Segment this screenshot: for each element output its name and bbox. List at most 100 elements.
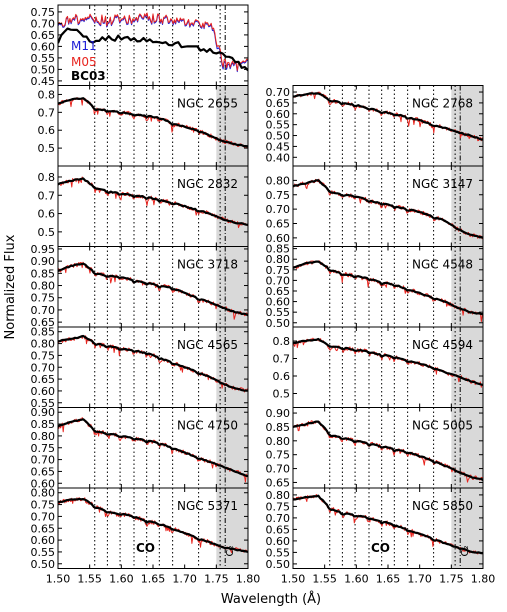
y-tick-label: 0.65 [31, 522, 56, 535]
y-tick-label: 0.85 [31, 418, 56, 431]
y-tick-label: 0.75 [31, 292, 56, 305]
y-tick-label: 0.90 [31, 255, 56, 268]
panel-plot-area [58, 246, 248, 327]
x-tick-label: 1.60 [344, 573, 369, 586]
y-tick-label: 0.45 [31, 75, 56, 88]
model-fit [58, 262, 248, 317]
y-tick-label: 0.5 [273, 388, 291, 401]
x-tick-label: 1.65 [376, 573, 401, 586]
x-tick-label: 1.65 [141, 573, 166, 586]
legend-m05: M05 [71, 55, 97, 69]
x-tick-label: 1.50 [46, 573, 71, 586]
galaxy-name: NGC 4594 [412, 338, 473, 352]
y-tick-label: 0.85 [266, 421, 291, 434]
panel-plot-area [58, 85, 248, 166]
model-fit [293, 337, 483, 387]
y-tick-label: 0.40 [266, 151, 291, 164]
x-tick-label: 1.50 [281, 573, 306, 586]
y-tick-label: 0.85 [266, 243, 291, 256]
galaxy-name: NGC 5005 [412, 419, 473, 433]
x-tick-label: 1.80 [236, 573, 261, 586]
y-tick-label: 0.90 [31, 406, 56, 419]
panel-ngc-3147: NGC 3147 0.80 0.750.70 0.650.60 [266, 165, 484, 247]
galaxy-name: NGC 2832 [177, 177, 238, 191]
y-tick-label: 0.60 [266, 296, 291, 309]
y-tick-label: 0.45 [266, 140, 291, 153]
model-fit [293, 260, 483, 316]
y-tick-label: 0.6 [273, 370, 291, 383]
y-tick-label: 0.60 [31, 534, 56, 547]
y-tick-label: 0.70 [266, 203, 291, 216]
y-tick-label: 0.75 [31, 6, 56, 19]
shaded-region [216, 85, 248, 166]
panel-plot-area [293, 166, 483, 247]
y-tick-label: 0.65 [266, 285, 291, 298]
y-tick-label: 0.90 [266, 407, 291, 420]
y-tick-label: 0.65 [31, 465, 56, 478]
y-tick-label: 0.55 [266, 306, 291, 319]
panel-plot-area [293, 407, 483, 488]
panel-plot-area [58, 407, 248, 488]
y-tick-label: 0.85 [31, 267, 56, 280]
y-tick-label: 0.70 [266, 463, 291, 476]
y-tick-label: 0.7 [38, 189, 56, 202]
x-tick-label: 1.55 [77, 573, 102, 586]
y-tick-label: 0.65 [266, 523, 291, 536]
y-tick-label: 0.55 [31, 52, 56, 65]
y-tick-label: 0.75 [31, 349, 56, 362]
y-tick-label: 0.80 [266, 174, 291, 187]
shaded-region [216, 488, 248, 569]
model-fit [58, 97, 248, 148]
y-tick-label: 0.65 [266, 218, 291, 231]
y-tick-label: 0.65 [31, 373, 56, 386]
y-tick-label: 0.80 [31, 430, 56, 443]
shaded-region [216, 327, 248, 408]
y-tick-label: 0.50 [266, 558, 291, 571]
model-fit [58, 497, 248, 554]
x-tick-label: 1.75 [204, 573, 229, 586]
y-tick-label: 0.70 [31, 304, 56, 317]
y-tick-label: 0.80 [266, 489, 291, 502]
y-tick-label: 0.70 [31, 17, 56, 30]
y-tick-label: 0.80 [31, 280, 56, 293]
x-tick-label: 1.55 [312, 573, 337, 586]
galaxy-name: NGC 4565 [177, 338, 238, 352]
panel-ngc-4750: NGC 4750 0.900.850.800.750.700.650.60 [31, 406, 249, 490]
panel-ngc-3718: NGC 3718 0.950.900.850.800.750.700.65 [31, 243, 249, 329]
y-tick-label: 0.7 [38, 106, 56, 119]
galaxy-name: NGC 2768 [412, 97, 473, 111]
galaxy-name: NGC 5371 [177, 499, 238, 513]
c2-label: C₂ [225, 546, 236, 557]
y-tick-label: 0.75 [266, 449, 291, 462]
galaxy-name: NGC 3718 [177, 258, 238, 272]
model-fit [58, 334, 248, 392]
model-fit [293, 494, 483, 555]
y-tick-label: 0.7 [273, 353, 291, 366]
panel-ngc-2832: NGC 2832 0.8 0.7 0.6 0.5 [38, 165, 249, 247]
y-tick-label: 0.95 [31, 243, 56, 256]
galaxy-name: NGC 5850 [412, 499, 473, 513]
panel-ngc-4594: NGC 4594 0.8 0.7 0.6 0.5 [273, 326, 484, 408]
x-tick-label: 1.75 [439, 573, 464, 586]
y-axis-label: Normalized Flux [3, 234, 18, 339]
y-tick-label: 0.60 [266, 232, 291, 245]
y-tick-label: 0.75 [266, 189, 291, 202]
panel-ngc-2655: NGC 2655 0.8 0.7 0.6 0.5 [38, 85, 249, 167]
y-tick-label: 0.65 [266, 476, 291, 489]
series-bc03 [58, 27, 248, 72]
shaded-region [451, 327, 483, 408]
y-tick-label: 0.75 [31, 499, 56, 512]
x-tick-label: 1.70 [172, 573, 197, 586]
model-fit [293, 92, 483, 141]
y-tick-label: 0.5 [38, 226, 56, 239]
galaxy-name: NGC 3147 [412, 177, 473, 191]
model-fit [58, 177, 248, 226]
y-tick-label: 0.75 [266, 264, 291, 277]
y-tick-label: 0.70 [266, 274, 291, 287]
model-fit [293, 179, 483, 239]
panel-ngc-2768: NGC 2768 0.700.650.600.550.500.450.40 [266, 85, 484, 167]
y-tick-label: 0.6 [38, 124, 56, 137]
panel-grid: M11M05BC030.750.700.650.600.550.500.45NG… [31, 4, 495, 586]
